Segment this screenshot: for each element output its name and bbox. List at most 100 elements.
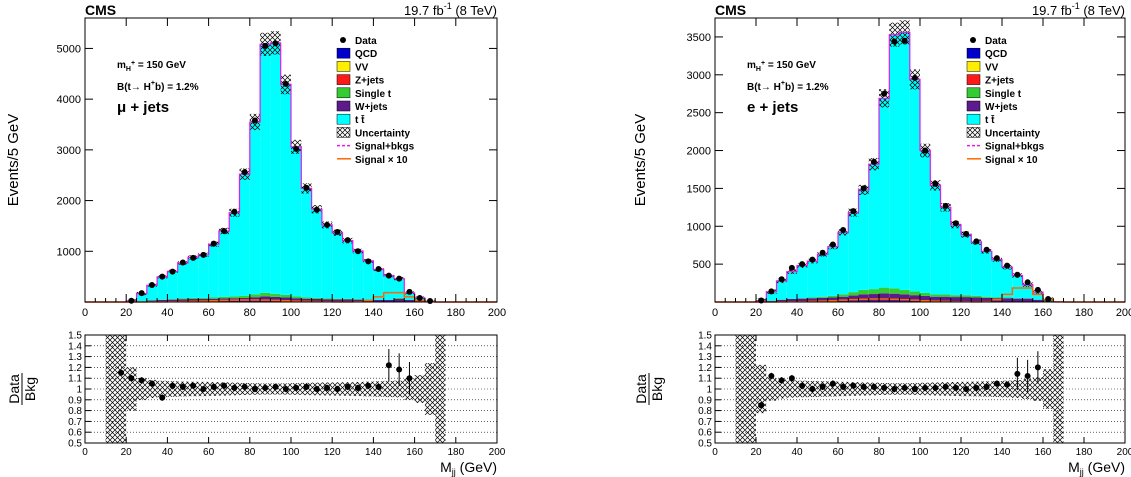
bar-ttbar: [383, 275, 394, 300]
bar-wjets: [930, 296, 941, 302]
legend-label: Uncertainty: [355, 128, 410, 139]
data-point: [819, 249, 826, 256]
bar-singlet: [838, 294, 849, 297]
ratio-uncertainty-band: [745, 335, 756, 443]
data-point: [416, 294, 423, 301]
mass-superscript: +: [131, 60, 135, 67]
ratio-x-tick-label: 20: [750, 447, 762, 458]
data-point: [179, 259, 186, 266]
legend-swatch-hatch: [966, 127, 981, 138]
bar-wjets: [981, 297, 992, 302]
data-point: [148, 282, 155, 289]
ratio-x-tick-label: 80: [244, 447, 256, 458]
ratio-point: [251, 386, 258, 392]
ratio-uncertainty-band: [136, 377, 147, 401]
bar-singlet: [198, 297, 209, 299]
y-tick-label: 2000: [687, 146, 711, 158]
bar-wjets: [920, 295, 931, 302]
bar-singlet: [981, 296, 992, 298]
data-point: [334, 229, 341, 236]
x-tick-label: 180: [1075, 307, 1093, 319]
ratio-y-tick-label: 1: [706, 385, 712, 396]
x-tick-label: 80: [244, 307, 256, 319]
data-point: [159, 273, 166, 280]
data-point: [1014, 271, 1021, 278]
bar-ttbar: [991, 259, 1002, 298]
bar-wjets: [311, 298, 322, 302]
bar-ttbar: [363, 260, 374, 300]
data-point: [1034, 286, 1041, 293]
ratio-point: [282, 386, 289, 392]
ratio-uncertainty-band: [105, 335, 116, 443]
ratio-uncertainty-band: [115, 335, 127, 443]
x-tick-label: 140: [993, 307, 1011, 319]
y-axis-label: Events/5 GeV: [632, 114, 649, 207]
data-point: [354, 248, 361, 255]
ratio-uncertainty-band: [146, 379, 158, 399]
bar-singlet: [311, 297, 322, 299]
bar-ttbar: [868, 164, 879, 290]
channel-annotation: μ + jets: [117, 99, 169, 116]
data-point: [809, 256, 816, 263]
ratio-point: [241, 383, 248, 390]
ratio-point: [313, 386, 320, 392]
data-point: [385, 272, 392, 279]
ratio-uncertainty-band: [424, 363, 436, 415]
legend-label: QCD: [355, 49, 377, 60]
ratio-y-tick-label: 0.5: [698, 439, 712, 450]
bar-singlet: [807, 297, 818, 299]
bar-singlet: [321, 298, 333, 300]
bar-ttbar: [260, 44, 271, 293]
bar-singlet: [930, 294, 941, 297]
bar-wjets: [301, 298, 312, 302]
bar-ttbar: [1002, 267, 1013, 298]
x-tick-label: 40: [791, 307, 803, 319]
bar-wjets: [807, 298, 818, 302]
ratio-x-tick-label: 40: [162, 447, 174, 458]
ratio-point: [850, 382, 857, 389]
bar-wjets: [858, 294, 869, 302]
bar-ttbar: [332, 232, 343, 299]
br-annotation: B(t→ H+b) = 1.2%: [747, 80, 829, 93]
bar-singlet: [239, 295, 250, 298]
ratio-y-tick-label: 1.2: [698, 363, 712, 374]
bar-singlet: [991, 297, 1002, 299]
bar-singlet: [229, 296, 240, 299]
data-point: [241, 169, 248, 176]
bar-wjets: [394, 298, 405, 302]
ratio-point: [118, 369, 125, 376]
ratio-point: [1024, 373, 1031, 380]
data-point: [1045, 295, 1052, 302]
data-point: [870, 158, 877, 165]
bar-wjets: [838, 296, 849, 302]
ratio-y-tick-label: 0.7: [698, 417, 712, 428]
bar-singlet: [208, 297, 219, 299]
x-tick-label: 60: [832, 307, 844, 319]
ratio-point: [354, 384, 361, 391]
bar-singlet: [920, 292, 931, 296]
data-point: [922, 147, 929, 154]
mass-subscript: H: [126, 66, 131, 73]
x-axis-label: Mjj (GeV): [440, 459, 497, 477]
bar-wjets: [827, 297, 838, 302]
x-tick-label: 0: [82, 307, 88, 319]
data-point: [231, 208, 238, 215]
bar-ttbar: [889, 34, 900, 289]
bar-ttbar: [177, 262, 188, 299]
data-point: [365, 258, 372, 265]
lumi-value: 19.7 fb: [404, 3, 444, 18]
ratio-point: [1034, 364, 1041, 371]
ratio-y-tick-label: 0.5: [68, 439, 82, 450]
x-tick-label: 60: [202, 307, 214, 319]
y-tick-label: 1500: [687, 183, 711, 195]
bar-wjets: [909, 295, 920, 302]
bar-singlet: [1002, 297, 1013, 299]
bar-wjets: [817, 297, 828, 302]
bar-ttbar: [352, 251, 364, 300]
legend-label: W+jets: [355, 102, 388, 113]
ratio-point: [983, 383, 990, 390]
ratio-x-tick-label: 20: [121, 447, 133, 458]
ratio-point: [922, 384, 929, 391]
bar-singlet: [342, 298, 353, 300]
data-point: [344, 237, 351, 244]
